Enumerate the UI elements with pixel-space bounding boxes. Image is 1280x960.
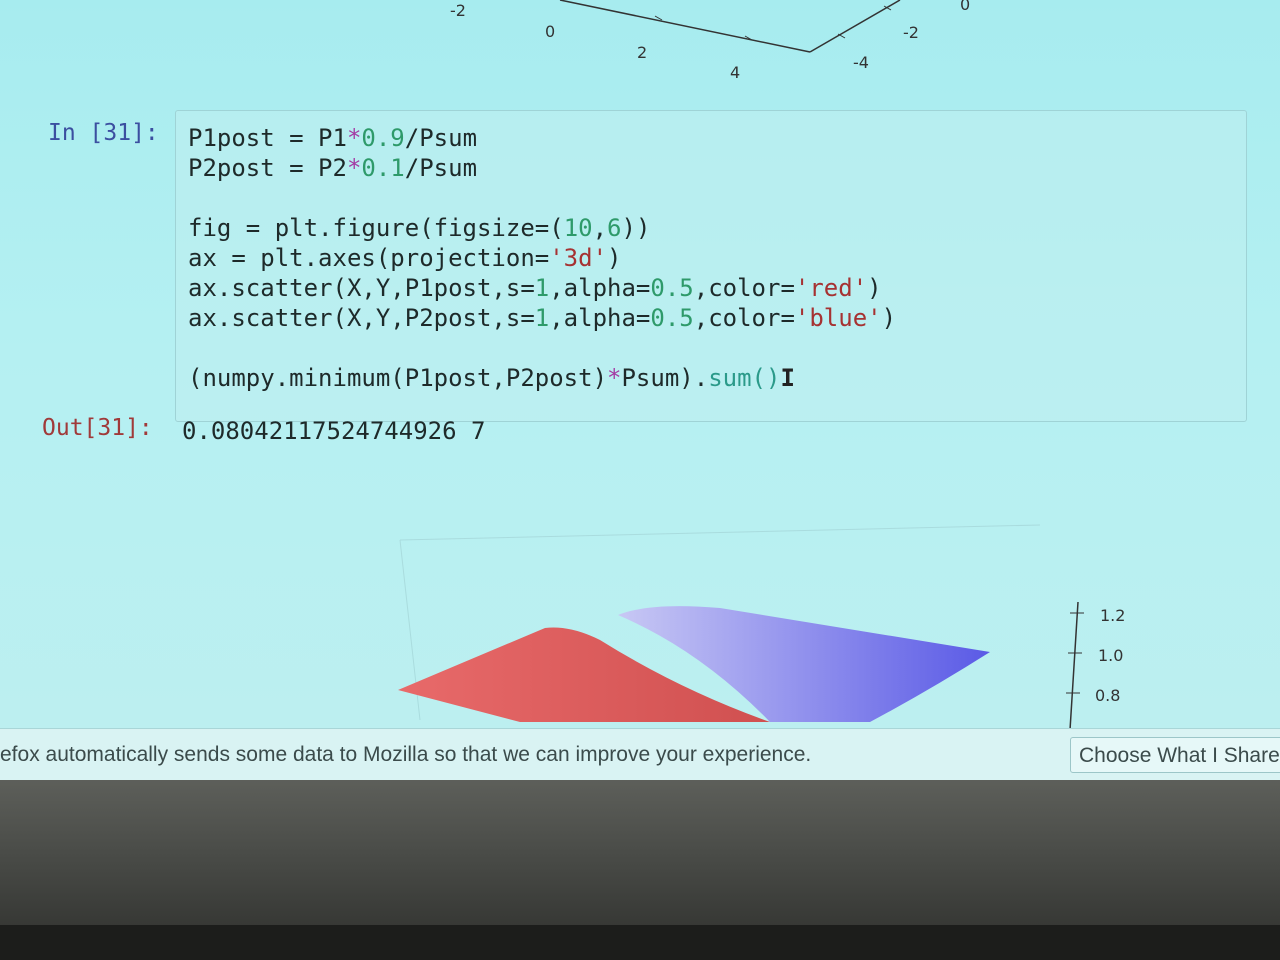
code-token: 1 bbox=[534, 274, 550, 302]
code-token: '3d' bbox=[549, 244, 608, 272]
output-prompt: Out[31]: bbox=[42, 415, 153, 441]
code-token: ax.scatter(X,Y,P2post,s= bbox=[188, 304, 535, 332]
red-surface bbox=[398, 627, 770, 722]
code-token: P1post = P1 bbox=[188, 124, 347, 152]
code-token: ax = plt.axes(projection= bbox=[188, 244, 550, 272]
tick-mark bbox=[883, 5, 892, 11]
plot-axis-line bbox=[809, 0, 901, 53]
tick-label: 2 bbox=[637, 43, 647, 62]
z-tick-label: 0.8 bbox=[1095, 686, 1120, 705]
code-token: 0.9 bbox=[361, 124, 405, 152]
blue-surface bbox=[618, 606, 990, 722]
input-prompt: In [31]: bbox=[48, 120, 159, 146]
code-token: /Psum bbox=[404, 154, 478, 182]
code-token: ,alpha= bbox=[549, 304, 651, 332]
plot-axis-line bbox=[559, 0, 811, 53]
z-tick-label: 1.0 bbox=[1098, 646, 1123, 665]
pane-edge bbox=[399, 524, 1041, 541]
code-token: ,alpha= bbox=[549, 274, 651, 302]
code-token: (numpy.minimum(P1post,P2post) bbox=[188, 364, 608, 392]
tick-label: -4 bbox=[853, 53, 869, 72]
code-token: 'red' bbox=[794, 274, 868, 302]
code-token: * bbox=[607, 364, 622, 392]
button-label: Choose What I Share bbox=[1079, 744, 1280, 767]
tick-mark bbox=[654, 15, 663, 21]
code-token: /Psum bbox=[404, 124, 478, 152]
code-token: ,color= bbox=[693, 274, 795, 302]
top-3d-plot: -2 0 2 4 -2 -4 0 bbox=[450, 0, 970, 82]
code-line: P1post = P1*0.9/Psum bbox=[188, 124, 477, 152]
code-token: Psum). bbox=[621, 364, 709, 392]
code-token: 6 bbox=[607, 214, 622, 242]
code-token: ax.scatter(X,Y,P1post,s= bbox=[188, 274, 535, 302]
code-token: ) bbox=[607, 244, 622, 272]
code-token: 1 bbox=[534, 304, 550, 332]
code-token: P2post = P2 bbox=[188, 154, 347, 182]
code-token: ) bbox=[881, 304, 897, 332]
code-token: * bbox=[346, 124, 362, 152]
tick-label: -2 bbox=[903, 23, 919, 42]
z-axis bbox=[1069, 601, 1079, 730]
code-token: ) bbox=[867, 274, 882, 302]
code-token: 10 bbox=[563, 214, 593, 242]
code-token: 'blue' bbox=[794, 304, 882, 332]
code-line: ax = plt.axes(projection='3d') bbox=[188, 244, 621, 272]
choose-what-i-share-button[interactable]: Choose What I Share bbox=[1070, 737, 1280, 773]
code-line: P2post = P2*0.1/Psum bbox=[188, 154, 477, 182]
code-token: * bbox=[346, 154, 362, 182]
code-line: (numpy.minimum(P1post,P2post)*Psum).sum(… bbox=[188, 364, 795, 392]
code-token: 0.5 bbox=[650, 274, 694, 302]
tick-mark bbox=[837, 33, 846, 39]
code-token: ,color= bbox=[693, 304, 795, 332]
code-token: sum() bbox=[708, 364, 781, 392]
code-line: ax.scatter(X,Y,P1post,s=1,alpha=0.5,colo… bbox=[188, 274, 882, 302]
output-value: 0.08042117524744926 7 bbox=[182, 417, 486, 445]
code-line: fig = plt.figure(figsize=(10,6)) bbox=[188, 214, 650, 242]
code-token: fig = plt.figure(figsize=( bbox=[188, 214, 564, 242]
code-text[interactable]: P1post = P1*0.9/Psum P2post = P2*0.1/Psu… bbox=[188, 123, 896, 393]
code-token: I bbox=[780, 364, 795, 392]
code-token: 0.1 bbox=[361, 154, 405, 182]
tick-label: -2 bbox=[450, 1, 466, 20]
code-editor[interactable]: P1post = P1*0.9/Psum P2post = P2*0.1/Psu… bbox=[175, 110, 1247, 422]
telemetry-notification-bar: efox automatically sends some data to Mo… bbox=[0, 728, 1280, 780]
notification-text: efox automatically sends some data to Mo… bbox=[0, 743, 812, 766]
code-token: , bbox=[592, 214, 608, 242]
monitor-edge bbox=[0, 925, 1280, 960]
notebook-screen: -2 0 2 4 -2 -4 0 In [31]: P1post = P1*0.… bbox=[0, 0, 1280, 780]
tick-label: 0 bbox=[960, 0, 970, 14]
code-token: )) bbox=[621, 214, 651, 242]
bottom-3d-plot: 1.2 1.0 0.8 bbox=[398, 524, 1125, 730]
z-tick-label: 1.2 bbox=[1100, 606, 1125, 625]
tick-label: 0 bbox=[545, 22, 555, 41]
code-token: 0.5 bbox=[650, 304, 694, 332]
tick-label: 4 bbox=[730, 63, 740, 82]
code-line: ax.scatter(X,Y,P2post,s=1,alpha=0.5,colo… bbox=[188, 304, 896, 332]
tick-mark bbox=[744, 35, 753, 41]
